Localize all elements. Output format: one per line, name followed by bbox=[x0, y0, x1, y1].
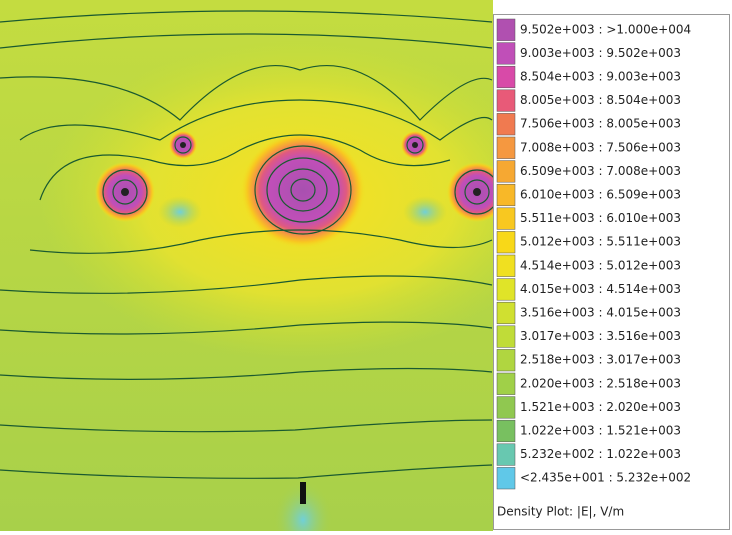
legend-swatch bbox=[496, 18, 516, 41]
legend-label: 6.509e+003 : 7.008e+003 bbox=[520, 164, 681, 178]
legend-caption: Density Plot: |E|, V/m bbox=[497, 505, 624, 519]
legend-swatch bbox=[496, 254, 516, 277]
legend-label: 8.504e+003 : 9.003e+003 bbox=[520, 70, 681, 84]
legend-swatch bbox=[496, 89, 516, 112]
legend-swatch bbox=[496, 231, 516, 254]
legend-label: 5.511e+003 : 6.010e+003 bbox=[520, 211, 681, 225]
legend-swatch bbox=[496, 160, 516, 183]
legend-swatch bbox=[496, 65, 516, 89]
legend-label: 3.017e+003 : 3.516e+003 bbox=[520, 329, 681, 343]
legend-label: 9.003e+003 : 9.502e+003 bbox=[520, 46, 681, 60]
legend-swatch bbox=[496, 207, 516, 230]
legend-swatch bbox=[496, 113, 516, 136]
legend-label: 8.005e+003 : 8.504e+003 bbox=[520, 93, 681, 107]
legend-swatch bbox=[496, 396, 516, 419]
legend-label: 1.521e+003 : 2.020e+003 bbox=[520, 400, 681, 414]
legend-swatch bbox=[496, 42, 516, 65]
legend-label: 4.015e+003 : 4.514e+003 bbox=[520, 282, 681, 296]
legend-panel bbox=[493, 14, 730, 530]
legend-swatch bbox=[496, 349, 516, 372]
legend-label: 7.506e+003 : 8.005e+003 bbox=[520, 117, 681, 131]
legend-label: 2.020e+003 : 2.518e+003 bbox=[520, 376, 681, 390]
legend-swatch bbox=[496, 136, 516, 159]
legend-label: 3.516e+003 : 4.015e+003 bbox=[520, 306, 681, 320]
legend-label: 1.022e+003 : 1.521e+003 bbox=[520, 424, 681, 438]
legend-label: 5.232e+002 : 1.022e+003 bbox=[520, 447, 681, 461]
legend-label: 7.008e+003 : 7.506e+003 bbox=[520, 140, 681, 154]
legend-swatch bbox=[496, 325, 516, 348]
legend-label: 4.514e+003 : 5.012e+003 bbox=[520, 258, 681, 272]
density-plot bbox=[0, 0, 493, 531]
legend-label: <2.435e+001 : 5.232e+002 bbox=[520, 471, 691, 485]
legend-swatch bbox=[496, 183, 516, 207]
legend-swatch bbox=[496, 443, 516, 466]
legend-label: 9.502e+003 : >1.000e+004 bbox=[520, 22, 691, 36]
legend-swatch bbox=[496, 467, 516, 490]
legend-swatch bbox=[496, 372, 516, 395]
legend-label: 2.518e+003 : 3.017e+003 bbox=[520, 353, 681, 367]
legend: 9.502e+003 : >1.000e+004 9.003e+003 : 9.5… bbox=[496, 18, 691, 490]
legend-swatch bbox=[496, 419, 516, 443]
legend-swatch bbox=[496, 301, 516, 325]
legend-label: 5.012e+003 : 5.511e+003 bbox=[520, 235, 681, 249]
legend-swatch bbox=[496, 278, 516, 301]
legend-label: 6.010e+003 : 6.509e+003 bbox=[520, 188, 681, 202]
